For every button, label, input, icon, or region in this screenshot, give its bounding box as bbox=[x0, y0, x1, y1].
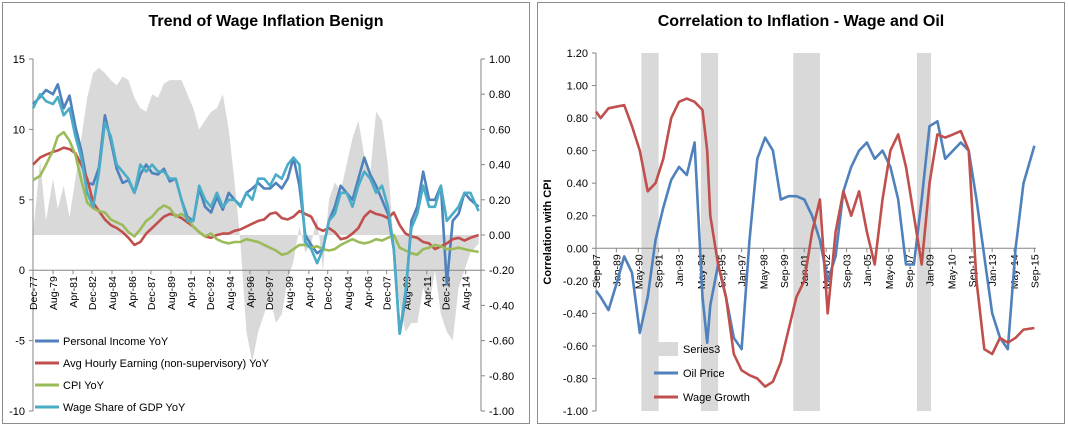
x-tick-label: Jan-09 bbox=[925, 254, 937, 286]
x-tick-label: May-98 bbox=[759, 254, 771, 289]
right-chart-panel: Correlation to Inflation - Wage and Oil … bbox=[537, 2, 1065, 424]
x-tick-label: Dec-77 bbox=[28, 276, 40, 310]
x-tick-label: Dec-02 bbox=[323, 276, 335, 310]
y-tick-label: 1.00 bbox=[567, 81, 588, 93]
series-wage-growth bbox=[594, 97, 1035, 388]
y-right-tick-label: -0.20 bbox=[489, 265, 514, 277]
y-right-tick-label: 0.00 bbox=[489, 230, 510, 242]
legend-label: Wage Growth bbox=[683, 392, 750, 404]
x-tick-label: Jan-05 bbox=[862, 254, 874, 286]
x-tick-label: Aug-84 bbox=[107, 276, 119, 310]
series-wage-share-of-gdp-yoy bbox=[31, 92, 480, 335]
x-tick-label: Jan-13 bbox=[987, 254, 999, 286]
y-tick-label: -0.40 bbox=[563, 308, 588, 320]
series-avg-hourly-earning-non-supervisory-yoy bbox=[32, 146, 480, 251]
shaded-band bbox=[793, 53, 820, 411]
x-tick-label: May-10 bbox=[946, 254, 958, 289]
x-tick-label: Dec-87 bbox=[146, 276, 158, 310]
y-right-tick-label: -1.00 bbox=[489, 406, 514, 418]
right-chart-svg: -1.00 -0.80 -0.60 -0.40 -0.20 0.00 0.20 0.40 0.6… bbox=[542, 48, 1041, 418]
x-tick-label: Aug-89 bbox=[166, 276, 178, 310]
y-left-tick-label: 15 bbox=[13, 54, 25, 66]
x-tick-label: Apr-06 bbox=[363, 276, 375, 308]
y-left-tick-label: -5 bbox=[15, 336, 25, 348]
legend-label: Series3 bbox=[683, 344, 720, 356]
y-right-tick-label: 0.40 bbox=[489, 160, 510, 172]
x-tick-label: Apr-11 bbox=[422, 276, 434, 307]
shaded-band bbox=[641, 53, 659, 411]
x-tick-label: Aug-14 bbox=[461, 276, 473, 310]
x-tick-label: Aug-04 bbox=[343, 276, 355, 310]
y-tick-label: 0.40 bbox=[567, 178, 588, 190]
y-tick-label: 0.20 bbox=[567, 211, 588, 223]
legend-label: Avg Hourly Earning (non-supervisory) YoY bbox=[63, 358, 270, 370]
legend-swatch bbox=[654, 342, 678, 356]
area-series3 bbox=[33, 67, 479, 362]
y-tick-label: 0.00 bbox=[567, 243, 588, 255]
series-cpi-yoy bbox=[32, 130, 479, 256]
x-tick-label: Jan-93 bbox=[674, 254, 686, 286]
legend-label: Oil Price bbox=[683, 368, 725, 380]
x-tick-label: Jan-89 bbox=[611, 254, 623, 286]
x-tick-label: Apr-01 bbox=[304, 276, 316, 308]
left-chart-panel: Trend of Wage Inflation Benign -10 -5 0 5 10… bbox=[2, 2, 530, 424]
x-tick-label: May-06 bbox=[884, 254, 896, 289]
x-tick-label: Dec-82 bbox=[87, 276, 99, 310]
x-tick-label: May-90 bbox=[633, 254, 645, 289]
x-tick-label: Dec-92 bbox=[205, 276, 217, 310]
y-left-tick-label: 10 bbox=[13, 124, 25, 136]
x-tick-label: Dec-12 bbox=[441, 276, 453, 310]
chart-title: Correlation to Inflation - Wage and Oil bbox=[657, 13, 945, 30]
x-tick-label: Apr-91 bbox=[186, 276, 198, 308]
legend-label: Wage Share of GDP YoY bbox=[63, 402, 186, 414]
left-chart-svg: -10 -5 0 5 10 15 -1.00 -0.80 -0.60 -0.40 -0.20 0.00… bbox=[9, 54, 514, 418]
x-tick-label: Dec-07 bbox=[382, 276, 394, 310]
y-right-tick-label: 0.80 bbox=[489, 89, 510, 101]
y-tick-label: 1.20 bbox=[567, 48, 588, 60]
legend-label: Personal Income YoY bbox=[63, 336, 169, 348]
x-tick-label: Aug-99 bbox=[284, 276, 296, 310]
series-oil-price bbox=[594, 120, 1036, 351]
shaded-band bbox=[700, 53, 719, 411]
y-right-tick-label: 1.00 bbox=[489, 54, 510, 66]
x-tick-label: Dec-97 bbox=[264, 276, 276, 310]
y-right-tick-label: -0.40 bbox=[489, 300, 514, 312]
y-axis-title: Correlation with CPI bbox=[542, 179, 554, 284]
x-tick-label: Apr-96 bbox=[245, 276, 257, 308]
y-tick-label: -0.80 bbox=[563, 373, 588, 385]
x-tick-label: Apr-81 bbox=[68, 276, 80, 308]
y-right-tick-label: 0.20 bbox=[489, 195, 510, 207]
y-tick-label: 0.80 bbox=[567, 113, 588, 125]
x-tick-label: Sep-87 bbox=[591, 254, 603, 288]
x-tick-label: Aug-94 bbox=[225, 276, 237, 310]
x-tick-label: Apr-86 bbox=[127, 276, 139, 308]
y-right-tick-label: 0.60 bbox=[489, 124, 510, 136]
x-tick-label: Aug-79 bbox=[48, 276, 60, 310]
x-tick-label: Sep-95 bbox=[716, 254, 728, 288]
y-left-tick-label: 5 bbox=[19, 195, 25, 207]
y-right-tick-label: -0.60 bbox=[489, 336, 514, 348]
y-tick-label: -0.60 bbox=[563, 341, 588, 353]
x-tick-label: Sep-99 bbox=[779, 254, 791, 288]
legend-label: CPI YoY bbox=[63, 380, 105, 392]
y-left-tick-label: -10 bbox=[9, 406, 25, 418]
y-right-tick-label: -0.80 bbox=[489, 371, 514, 383]
chart-title: Trend of Wage Inflation Benign bbox=[148, 13, 384, 30]
x-tick-label: Sep-03 bbox=[842, 254, 854, 288]
x-tick-label: Sep-15 bbox=[1029, 254, 1041, 288]
x-tick-label: Sep-91 bbox=[654, 254, 666, 288]
y-tick-label: -0.20 bbox=[563, 276, 588, 288]
y-left-tick-label: 0 bbox=[19, 265, 25, 277]
y-tick-label: 0.60 bbox=[567, 146, 588, 158]
y-tick-label: -1.00 bbox=[563, 406, 588, 418]
